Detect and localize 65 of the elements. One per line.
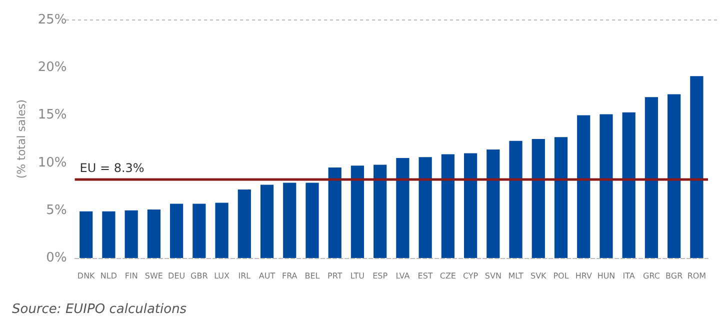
- x-tick-label: MLT: [508, 272, 524, 280]
- x-tick-label: GBR: [190, 272, 208, 280]
- bar: [147, 209, 161, 258]
- x-tick-label: POL: [553, 272, 570, 280]
- y-axis-title: (% total sales): [15, 99, 28, 179]
- bar: [124, 210, 138, 258]
- bar: [577, 115, 590, 258]
- bar: [374, 164, 387, 258]
- x-tick-label: PRT: [328, 272, 342, 280]
- x-tick-label: ROM: [687, 272, 706, 280]
- x-tick-label: SVK: [530, 272, 548, 280]
- x-tick-label: CZE: [440, 272, 456, 280]
- x-tick-label: LTU: [350, 272, 365, 280]
- y-tick-label: 5%: [46, 202, 67, 218]
- x-tick-label: SVN: [484, 272, 502, 280]
- bar: [668, 94, 681, 258]
- x-tick-label: LUX: [214, 272, 230, 280]
- bar: [644, 97, 658, 258]
- bar: [80, 211, 93, 258]
- bar: [238, 189, 251, 258]
- bar: [600, 114, 613, 258]
- x-tick-label: ITA: [622, 272, 636, 280]
- x-tick-label: CYP: [462, 272, 478, 280]
- bar: [306, 182, 319, 258]
- bar: [192, 204, 206, 258]
- x-tick-label: LVA: [396, 272, 410, 280]
- bar: [532, 139, 545, 258]
- bar: [350, 166, 364, 258]
- bar: [215, 202, 228, 258]
- bar: [622, 112, 636, 258]
- x-tick-label: SWE: [144, 272, 163, 280]
- y-tick-label: 25%: [38, 12, 67, 28]
- x-tick-label: ESP: [372, 272, 388, 280]
- bar: [509, 140, 522, 258]
- x-tick-label: NLD: [100, 272, 118, 280]
- bar: [170, 204, 184, 258]
- x-tick-label: IRL: [238, 272, 252, 280]
- bar: [396, 158, 410, 258]
- bar: [690, 76, 704, 258]
- y-tick-label: 20%: [38, 60, 67, 76]
- bar: [418, 157, 432, 258]
- x-tick-label: FIN: [124, 272, 138, 280]
- bar: [464, 153, 478, 258]
- bar: [260, 184, 274, 258]
- bar: [486, 149, 500, 258]
- x-tick-label: AUT: [258, 272, 276, 280]
- y-tick-label: 10%: [38, 155, 67, 170]
- y-tick-label: 0%: [46, 250, 67, 266]
- x-tick-label: HUN: [597, 272, 616, 280]
- x-tick-label: HRV: [575, 272, 592, 280]
- bar: [328, 168, 342, 258]
- source-note: Source: EUIPO calculations: [12, 302, 187, 317]
- x-tick-label: EST: [418, 272, 433, 280]
- x-tick-label: DEU: [168, 272, 186, 280]
- y-tick-label: 15%: [38, 108, 67, 123]
- x-tick-label: BGR: [666, 272, 684, 280]
- bar: [554, 137, 568, 258]
- ref-line-label: EU = 8.3%: [80, 160, 144, 175]
- bar: [441, 154, 454, 258]
- x-tick-label: BEL: [304, 272, 320, 280]
- bar: [283, 182, 296, 258]
- x-tick-label: GRC: [642, 272, 660, 280]
- bar: [102, 211, 116, 258]
- x-tick-label: FRA: [282, 272, 298, 280]
- x-tick-label: DNK: [77, 272, 96, 280]
